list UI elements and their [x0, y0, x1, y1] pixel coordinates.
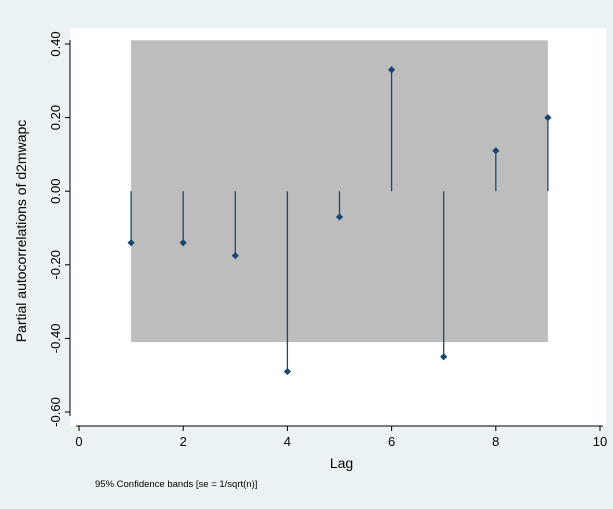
y-tick-label: 0.20 [48, 105, 63, 130]
marker-lag-6 [388, 66, 396, 74]
y-tick-label: -0.20 [48, 250, 63, 280]
y-tick-label: -0.60 [48, 397, 63, 427]
x-tick-label: 6 [388, 434, 395, 449]
marker-lag-1 [127, 239, 135, 247]
y-tick-label: -0.40 [48, 324, 63, 354]
x-tick-label: 10 [593, 434, 607, 449]
marker-lag-5 [335, 213, 344, 221]
marker-lag-9 [544, 114, 552, 122]
y-axis-title: Partial autocorrelations of d2mwapc [13, 120, 29, 343]
marker-lag-4 [283, 367, 291, 376]
x-axis-title: Lag [330, 455, 353, 471]
marker-lag-8 [492, 147, 500, 155]
x-tick-label: 2 [180, 434, 187, 449]
y-tick-label: 0.00 [48, 179, 63, 204]
x-tick-label: 4 [284, 434, 291, 449]
x-tick-label: 0 [75, 434, 82, 449]
marker-lag-2 [179, 239, 187, 247]
confidence-band-note: 95% Confidence bands [se = 1/sqrt(n)] [95, 479, 257, 490]
x-tick-label: 8 [492, 434, 499, 449]
marker-lag-7 [440, 353, 448, 361]
marker-lag-3 [231, 252, 239, 260]
y-tick-label: 0.40 [48, 31, 63, 56]
